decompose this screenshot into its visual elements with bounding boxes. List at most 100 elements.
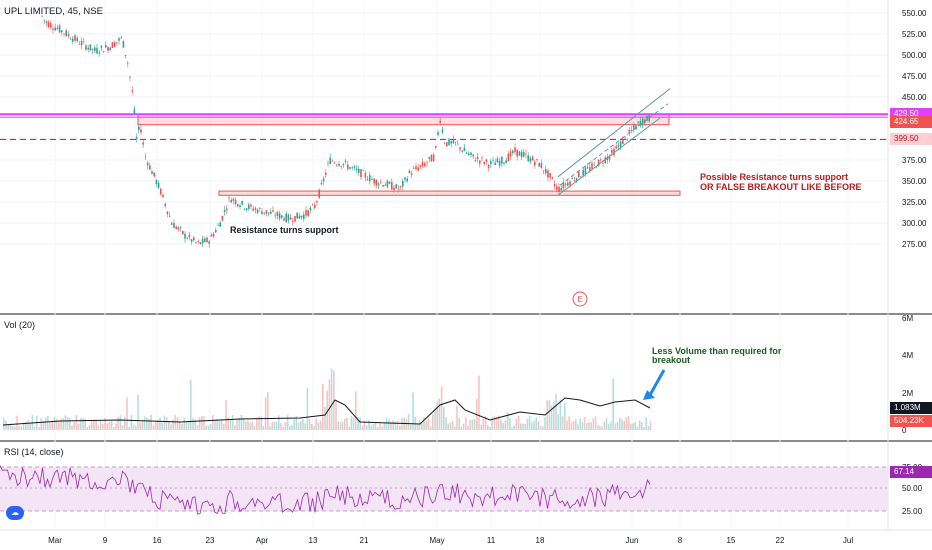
volume-bar <box>80 418 82 430</box>
price-tick-label: 550.00 <box>902 9 927 18</box>
candle-body <box>417 167 419 171</box>
candle-body <box>538 162 540 167</box>
candle-body <box>397 188 400 190</box>
candle-body <box>105 44 107 48</box>
candle-body <box>232 198 235 201</box>
candle-body <box>529 158 532 162</box>
volume-bar <box>289 426 291 430</box>
volume-bar <box>592 417 595 430</box>
possible-annotation-line2[interactable]: OR FALSE BREAKOUT LIKE BEFORE <box>700 182 862 192</box>
candle-body <box>514 147 516 153</box>
volume-bar <box>449 422 452 430</box>
volume-bar <box>262 425 265 430</box>
candle-body <box>468 153 470 155</box>
candle-body <box>358 168 360 173</box>
volume-bar <box>612 378 614 430</box>
channel-mid <box>559 103 669 186</box>
volume-bar <box>124 416 126 430</box>
candle-body <box>234 200 237 204</box>
volume-bar <box>154 420 157 430</box>
candle-body <box>61 30 63 33</box>
volume-bar <box>330 368 333 430</box>
candle-body <box>107 47 109 51</box>
candle-body <box>399 185 402 187</box>
candle-body <box>250 204 252 207</box>
volume-bar <box>258 416 260 430</box>
candle-body <box>199 242 202 245</box>
volume-bar <box>245 421 247 430</box>
candle-body <box>340 165 342 167</box>
candle-body <box>355 168 358 171</box>
volume-bar <box>632 423 634 430</box>
volume-bar <box>181 424 183 430</box>
candle-body <box>415 166 417 170</box>
price-tick-label: 475.00 <box>902 72 927 81</box>
symbol-title[interactable]: UPL LIMITED, 45, NSE <box>4 6 103 17</box>
possible-annotation-line1[interactable]: Possible Resistance turns support <box>700 172 849 182</box>
candle-body <box>237 204 239 207</box>
volume-bar <box>473 418 476 430</box>
volume-bar <box>451 420 454 430</box>
volume-bar <box>108 421 111 430</box>
volume-bar <box>75 414 78 430</box>
candle-body <box>600 159 602 161</box>
volume-annotation-line1[interactable]: Less Volume than required for <box>652 346 782 356</box>
candle-body <box>175 226 177 229</box>
volume-pane-label[interactable]: Vol (20) <box>4 320 36 330</box>
support-annotation[interactable]: Resistance turns support <box>230 225 339 235</box>
volume-bar <box>493 415 496 430</box>
candle-body <box>637 121 639 123</box>
volume-bar <box>366 425 368 430</box>
volume-bar <box>273 422 276 430</box>
candle-body <box>465 152 468 154</box>
candle-body <box>89 44 92 51</box>
volume-bar <box>286 414 289 430</box>
volume-annotation-line2[interactable]: breakout <box>652 355 691 365</box>
candle-body <box>459 147 461 150</box>
price-tick-label: 325.00 <box>902 198 927 207</box>
candle-body <box>300 215 303 218</box>
price-tick-label: 275.00 <box>902 240 927 249</box>
candle-body <box>195 242 197 243</box>
candle-body <box>553 183 556 187</box>
volume-bar <box>379 422 381 430</box>
candle-body <box>217 225 219 226</box>
volume-bar <box>557 414 559 430</box>
candle-body <box>593 163 595 165</box>
volume-bar <box>20 426 23 430</box>
candle-body <box>430 154 433 162</box>
volume-bar <box>73 422 75 430</box>
volume-bar <box>352 417 355 430</box>
volume-bar <box>586 422 588 430</box>
candle-body <box>316 201 318 203</box>
time-tick-label: 15 <box>727 536 736 545</box>
volume-bar <box>209 423 212 430</box>
candle-body <box>265 210 268 214</box>
candle-body <box>274 215 276 217</box>
candle-body <box>626 138 628 140</box>
candle-body <box>153 172 155 177</box>
volume-bar <box>143 416 146 430</box>
candle-body <box>63 33 65 35</box>
candle-body <box>547 170 549 178</box>
volume-bar <box>216 419 218 430</box>
volume-bar <box>218 421 221 430</box>
volume-bar <box>645 417 647 430</box>
candle-body <box>186 238 188 239</box>
candle-body <box>520 152 523 158</box>
candle-body <box>116 42 118 43</box>
volume-bar <box>51 420 53 430</box>
volume-bar <box>174 414 177 430</box>
volume-bar <box>619 417 621 430</box>
volume-bar <box>183 417 185 430</box>
candle-body <box>586 167 589 169</box>
candle-body <box>562 182 565 189</box>
candle-body <box>124 54 127 56</box>
candle-body <box>580 176 582 178</box>
rsi-pane-label[interactable]: RSI (14, close) <box>4 447 64 457</box>
volume-bar <box>170 424 172 430</box>
tradingview-cloud-icon[interactable]: ☁ <box>6 506 24 520</box>
candle-body <box>41 15 43 17</box>
earnings-label: E <box>577 295 582 304</box>
